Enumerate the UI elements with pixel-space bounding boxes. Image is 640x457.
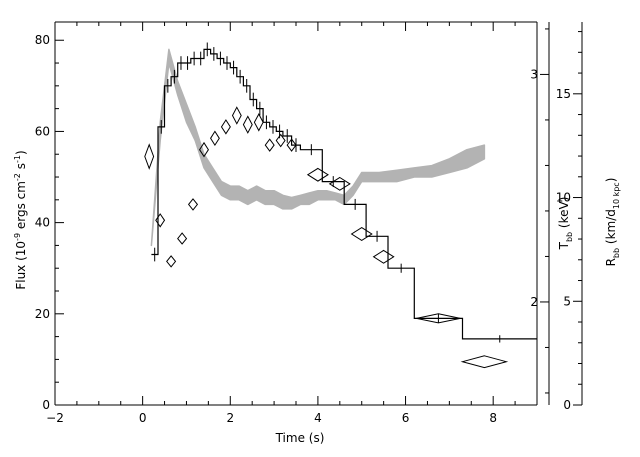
y-axis-left-title: Flux (10-9 ergs cm-2 s-1) xyxy=(13,150,28,289)
x-tick-label: −2 xyxy=(46,411,64,425)
temperature-tick-label: 3 xyxy=(530,67,538,81)
x-tick-label: 4 xyxy=(314,411,322,425)
x-tick-label: 2 xyxy=(226,411,234,425)
radius-diamond xyxy=(199,141,209,158)
x-tick-label: 6 xyxy=(402,411,410,425)
radius-diamond xyxy=(231,106,242,125)
y-left-tick-label: 20 xyxy=(35,307,50,321)
radius-diamond xyxy=(306,167,329,182)
radius-tick-label: 10 xyxy=(556,191,571,205)
y-left-tick-label: 60 xyxy=(35,124,50,138)
radius-markers xyxy=(144,106,509,369)
radius-diamond xyxy=(220,119,231,135)
temperature-band-area xyxy=(150,48,486,247)
radius-diamond xyxy=(350,227,373,241)
y-left-tick-label: 40 xyxy=(35,216,50,230)
y-axis-temperature-title: Tbb (keV) xyxy=(557,197,574,251)
radius-tick-label: 0 xyxy=(563,398,571,412)
radius-diamond xyxy=(416,313,461,324)
y-axis-radius-title: Rbb (km/d10 kpc) xyxy=(604,178,621,267)
flux-step-line xyxy=(151,48,537,340)
radius-diamond xyxy=(264,138,275,152)
radius-diamond xyxy=(210,130,220,147)
flux-histogram xyxy=(151,48,537,340)
radius-diamond xyxy=(275,133,286,148)
radius-diamond xyxy=(177,232,188,245)
y-left-tick-label: 0 xyxy=(42,398,50,412)
temperature-tick-label: 2 xyxy=(530,295,538,309)
radius-diamond xyxy=(460,355,509,369)
x-axis-title: Time (s) xyxy=(275,431,325,445)
radius-diamond xyxy=(286,138,297,152)
radius-tick-label: 5 xyxy=(563,294,571,308)
radius-diamond xyxy=(242,115,253,134)
radius-diamond xyxy=(187,198,199,211)
radius-diamond xyxy=(372,249,395,264)
radius-diamond xyxy=(144,143,155,170)
temperature-band xyxy=(150,48,486,247)
radius-diamond xyxy=(253,113,264,132)
x-tick-label: 8 xyxy=(489,411,497,425)
radius-diamond xyxy=(155,213,166,228)
radius-tick-label: 15 xyxy=(556,87,571,101)
radius-diamond xyxy=(328,176,351,191)
y-left-tick-label: 80 xyxy=(35,33,50,47)
x-tick-label: 0 xyxy=(139,411,147,425)
radius-diamond xyxy=(166,255,177,268)
axis-labels: Time (s) Flux (10-9 ergs cm-2 s-1) Tbb (… xyxy=(13,150,621,445)
